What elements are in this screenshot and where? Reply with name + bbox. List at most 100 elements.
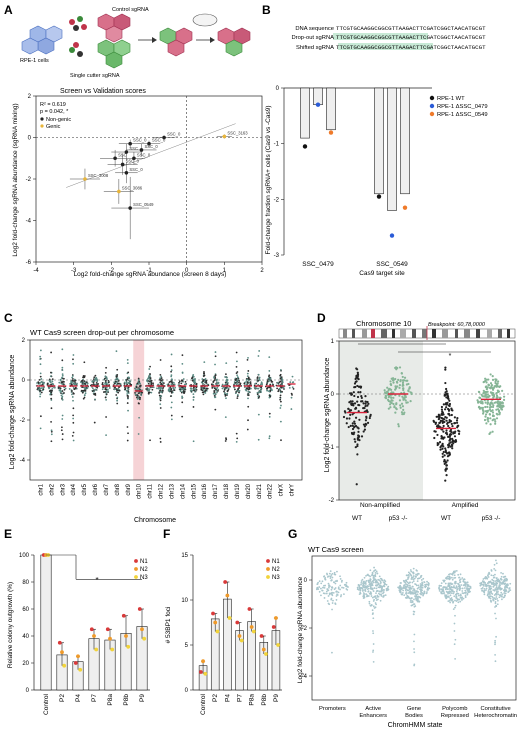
arrow-icon	[138, 37, 157, 43]
sgrna-point	[268, 356, 271, 359]
sgrna-point	[440, 584, 442, 587]
sgrna-point	[406, 379, 409, 382]
sgrna-point	[454, 587, 457, 590]
sgrna-point	[351, 422, 354, 425]
x-category-label: chr5	[82, 483, 88, 495]
sgrna-point	[72, 407, 75, 410]
sgrna-point	[216, 378, 218, 381]
sgrna-point	[106, 383, 109, 386]
x-category-label: chr9	[126, 483, 132, 495]
chromosome-dot-cloud	[57, 348, 67, 441]
sgrna-point	[234, 379, 237, 381]
sgrna-point	[39, 355, 42, 358]
sgrna-point	[381, 589, 384, 592]
sgrna-point	[226, 390, 229, 393]
sgrna-point	[455, 595, 458, 598]
sgrna-point	[159, 388, 162, 391]
sgrna-point	[496, 587, 499, 590]
data-point	[128, 206, 132, 210]
sgrna-point	[117, 391, 120, 394]
sgrna-point	[504, 592, 507, 595]
sgrna-point	[366, 404, 369, 407]
sgrna-point	[50, 440, 53, 443]
sgrna-point	[497, 593, 500, 596]
x-category-label: P4	[224, 694, 231, 702]
sgrna-point	[412, 610, 415, 613]
legend-marker-nongenic	[40, 117, 44, 121]
sgrna-point	[61, 414, 64, 417]
sgrna-point	[249, 382, 252, 385]
sgrna-point	[451, 439, 454, 442]
sgrna-point	[498, 586, 501, 589]
x-category-label: chr6	[93, 483, 99, 495]
sgrna-point	[448, 452, 451, 455]
sgrna-point	[444, 447, 447, 450]
sgrna-point	[407, 576, 410, 579]
sgrna-point	[137, 402, 140, 405]
sgrna-point	[168, 386, 171, 389]
sgrna-point	[94, 394, 97, 396]
sgrna-point	[116, 389, 118, 392]
sgrna-point	[39, 363, 42, 366]
x-category-label: P2	[212, 694, 219, 702]
sgrna-point	[169, 395, 172, 398]
sgrna-point	[457, 429, 460, 432]
sgrna-point	[276, 381, 279, 384]
sgrna-point	[266, 380, 269, 383]
sgrna-point	[457, 594, 460, 597]
sgrna-point	[438, 441, 442, 444]
sgrna-point	[360, 396, 363, 400]
sgrna-point	[444, 391, 447, 394]
sgrna-point	[328, 603, 331, 606]
sgrna-point	[448, 434, 452, 437]
sgrna-point	[372, 630, 374, 632]
sgrna-point	[364, 394, 367, 398]
legend-label: RPE-1 ΔSSC_0479	[437, 104, 488, 110]
sgrna-point	[238, 381, 240, 384]
panel-a-xlabel: Log2 fold-change sgRNA abundance (screen…	[74, 271, 227, 278]
arrow-icon	[196, 37, 215, 43]
sgrna-point	[384, 580, 387, 583]
y-tick-label: -4	[20, 458, 26, 464]
sgrna-point	[390, 388, 393, 391]
sgrna-point	[257, 413, 260, 416]
sgrna-point	[412, 613, 415, 616]
sgrna-point	[485, 381, 488, 384]
y-tick-label: -2	[274, 197, 280, 203]
panel-g-title: WT Cas9 screen	[308, 545, 364, 554]
sgrna-point	[337, 586, 340, 589]
sgrna-point	[214, 396, 216, 399]
sgrna-point	[424, 586, 427, 589]
sgrna-point	[204, 392, 207, 394]
sgrna-point	[416, 599, 419, 601]
x-category-label: chr4	[71, 483, 77, 495]
sgrna-point	[333, 588, 336, 591]
sgrna-point	[368, 602, 371, 605]
sgrna-point	[358, 418, 361, 421]
sgrna-point	[104, 388, 107, 391]
sgrna-point	[383, 594, 385, 597]
sgrna-point	[493, 584, 496, 587]
sgrna-point	[363, 576, 366, 579]
sgrna-point	[444, 594, 446, 596]
sgrna-point	[437, 442, 440, 445]
sgrna-point	[496, 405, 499, 408]
sgrna-point	[492, 404, 495, 407]
sgrna-point	[447, 424, 450, 428]
replicate-point	[140, 627, 144, 632]
sgrna-point	[150, 379, 153, 382]
sgrna-point	[334, 587, 337, 589]
sgrna-point	[331, 602, 334, 604]
chromosome-dot-cloud	[46, 351, 56, 443]
sgrna-point	[80, 389, 83, 392]
sgrna-point	[449, 601, 452, 604]
sgrna-point	[401, 591, 404, 594]
sgrna-point	[481, 587, 484, 589]
sgrna-point	[358, 585, 361, 588]
sgrna-point	[125, 382, 128, 385]
sgrna-point	[139, 384, 142, 387]
sgrna-point	[393, 406, 396, 409]
sgrna-point	[418, 577, 421, 580]
sgrna-point	[433, 436, 436, 440]
legend-marker	[266, 575, 270, 579]
